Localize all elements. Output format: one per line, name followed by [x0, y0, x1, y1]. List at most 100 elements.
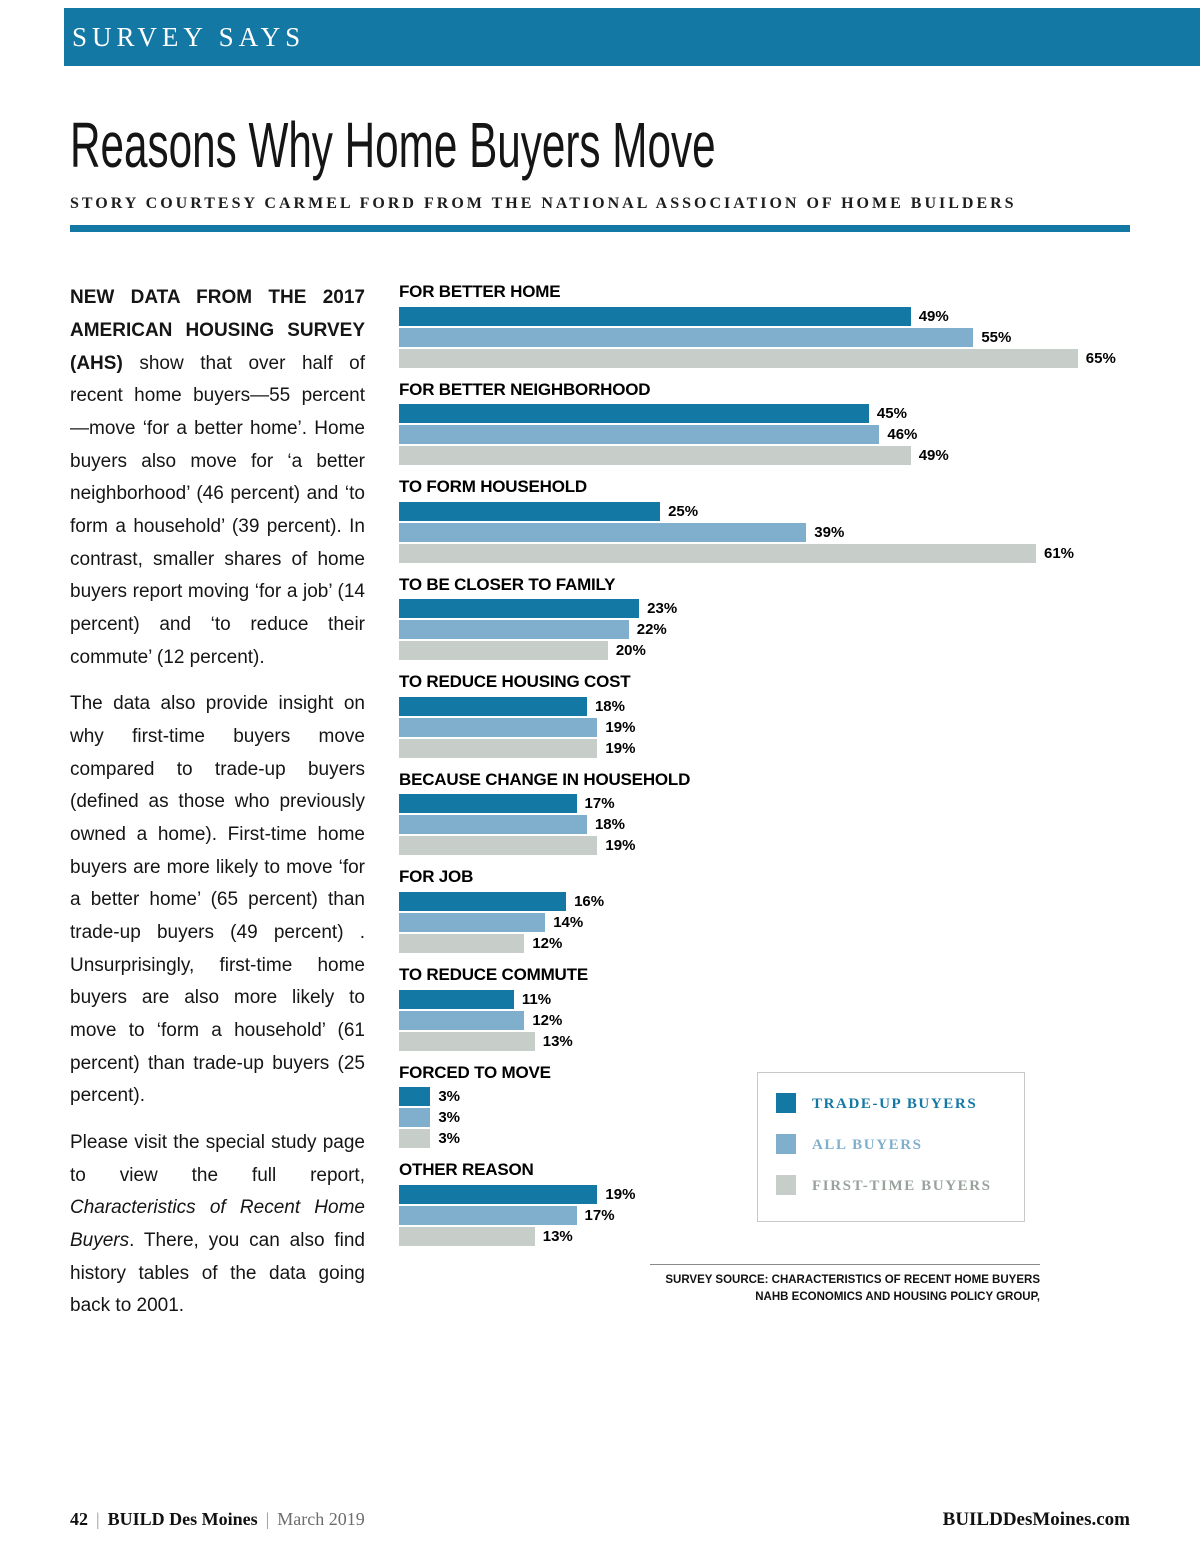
bar-value-label: 17% [584, 1206, 615, 1224]
bar-trade-up [399, 1184, 598, 1204]
bar-first-time-buyers [399, 934, 525, 954]
bar-value-label: 45% [876, 405, 907, 423]
bar-row: 61% [399, 543, 1130, 563]
bar-trade-up [399, 696, 587, 716]
chart-group: FORCED TO MOVE 3% 3% 3% [399, 1063, 1130, 1149]
bar-row: 23% [399, 599, 1130, 619]
bar-all-buyers [399, 1010, 525, 1030]
chart-column: FOR BETTER HOME 49% 55% 65% FOR BETTER NEIGH… [399, 282, 1130, 1337]
bar-value-label: 11% [521, 990, 552, 1008]
article-paragraph-3-pre: Please visit the special study page to v… [70, 1131, 365, 1186]
bar-row: 19% [399, 717, 1130, 737]
source-note-line-1: SURVEY SOURCE: CHARACTERISTICS OF RECENT… [665, 1273, 1040, 1286]
chart-group: OTHER REASON 19% 17% 13% [399, 1160, 1130, 1246]
bar-value-label: 18% [594, 816, 625, 834]
bar-first-time-buyers [399, 446, 911, 466]
article-paragraph-3-post: . There, you can also find history table… [70, 1230, 365, 1317]
footer-issue-date: March 2019 [277, 1509, 365, 1529]
bar-value-label: 20% [615, 642, 646, 660]
bar-trade-up [399, 892, 567, 912]
chart-category-label: FOR JOB [399, 867, 474, 887]
bar-value-label: 49% [918, 307, 949, 325]
bar-value-label: 13% [542, 1032, 573, 1050]
bar-value-label: 12% [532, 935, 563, 953]
bar-row: 45% [399, 404, 1130, 424]
bar-value-label: 55% [981, 328, 1012, 346]
article-column: NEW DATA FROM THE 2017 AMERICAN HOUSING … [70, 282, 365, 1337]
bar-value-label: 61% [1044, 544, 1075, 562]
bar-row: 46% [399, 425, 1130, 445]
chart-category-label: FOR BETTER NEIGHBORHOOD [399, 379, 651, 399]
bar-row: 12% [399, 934, 1130, 954]
bar-value-label: 19% [605, 718, 636, 736]
bar-first-time-buyers [399, 641, 608, 661]
bar-all-buyers [399, 1108, 431, 1128]
bar-all-buyers [399, 522, 807, 542]
bar-row: 20% [399, 641, 1130, 661]
chart-category-label: TO REDUCE COMMUTE [399, 965, 588, 985]
chart-group: TO REDUCE COMMUTE 11% 12% 13% [399, 965, 1130, 1051]
legend-label: ALL BUYERS [812, 1136, 923, 1153]
bar-row: 12% [399, 1010, 1130, 1030]
article-lead-bold: NEW DATA FROM THE 2017 AMERICAN HOUSING … [70, 287, 365, 374]
bar-value-label: 25% [668, 502, 699, 520]
chart-group: TO BE CLOSER TO FAMILY 23% 22% 20% [399, 575, 1130, 661]
section-banner-label: SURVEY SAYS [72, 21, 306, 52]
bar-row: 25% [399, 501, 1130, 521]
bar-first-time-buyers [399, 1129, 431, 1149]
legend-swatch [776, 1093, 796, 1114]
chart-group: TO FORM HOUSEHOLD 25% 39% 61% [399, 477, 1130, 563]
bar-row: 19% [399, 836, 1130, 856]
bar-value-label: 13% [542, 1227, 573, 1245]
bar-row: 13% [399, 1226, 1130, 1246]
chart-group: BECAUSE CHANGE IN HOUSEHOLD 17% 18% 19% [399, 770, 1130, 856]
chart-category-label: FOR BETTER HOME [399, 282, 561, 302]
footer-left: 42 | BUILD Des Moines | March 2019 [70, 1509, 365, 1530]
section-banner: SURVEY SAYS [64, 8, 1200, 66]
bar-first-time-buyers [399, 348, 1078, 368]
bar-value-label: 14% [553, 914, 584, 932]
footer-magazine-name: BUILD Des Moines [107, 1509, 258, 1529]
page-content: Reasons Why Home Buyers Move STORY COURT… [70, 109, 1130, 1337]
article-paragraph-2: The data also provide insight on why fir… [70, 693, 365, 1107]
bar-all-buyers [399, 1205, 577, 1225]
bar-value-label: 49% [918, 447, 949, 465]
bar-trade-up [399, 599, 640, 619]
legend-item: TRADE-UP BUYERS [776, 1093, 1006, 1116]
bar-row: 18% [399, 696, 1130, 716]
legend-swatch [776, 1133, 796, 1154]
chart-category-label: TO BE CLOSER TO FAMILY [399, 574, 616, 594]
bar-chart: FOR BETTER HOME 49% 55% 65% FOR BETTER NEIGH… [399, 282, 1130, 1246]
chart-category-label: TO REDUCE HOUSING COST [399, 672, 631, 692]
bar-row: 49% [399, 446, 1130, 466]
bar-value-label: 19% [605, 1185, 636, 1203]
bar-row: 65% [399, 348, 1130, 368]
bar-all-buyers [399, 327, 974, 347]
bar-row: 39% [399, 522, 1130, 542]
bar-trade-up [399, 404, 869, 424]
source-note-line-2: NAHB ECONOMICS AND HOUSING POLICY GROUP, [755, 1291, 1040, 1304]
bar-value-label: 39% [814, 523, 845, 541]
bar-row: 55% [399, 327, 1130, 347]
legend-item: FIRST-TIME BUYERS [776, 1174, 1006, 1198]
article-paragraph-1: NEW DATA FROM THE 2017 AMERICAN HOUSING … [70, 282, 365, 674]
title-rule-divider [70, 225, 1130, 233]
chart-group: FOR BETTER NEIGHBORHOOD 45% 46% 49% [399, 380, 1130, 466]
chart-group: FOR JOB 16% 14% 12% [399, 867, 1130, 954]
page-title-text: Reasons Why Home Buyers Move [70, 109, 716, 181]
bar-row: 49% [399, 306, 1130, 326]
chart-legend: TRADE-UP BUYERS ALL BUYERS FIRST-TIME BUYE… [757, 1072, 1025, 1223]
bar-trade-up [399, 794, 577, 814]
bar-row: 18% [399, 815, 1130, 835]
legend-label: FIRST-TIME BUYERS [812, 1177, 992, 1194]
bar-value-label: 12% [532, 1011, 563, 1029]
bar-row: 19% [399, 738, 1130, 758]
bar-value-label: 3% [438, 1109, 461, 1127]
bar-first-time-buyers [399, 1031, 535, 1051]
bar-row: 3% [399, 1129, 1130, 1149]
report-title-italic: Characteristics of Recent Home Buyers [70, 1197, 365, 1251]
bar-row: 17% [399, 1205, 1130, 1225]
bar-first-time-buyers [399, 543, 1036, 563]
chart-group: FOR BETTER HOME 49% 55% 65% [399, 282, 1130, 368]
bar-all-buyers [399, 913, 546, 933]
